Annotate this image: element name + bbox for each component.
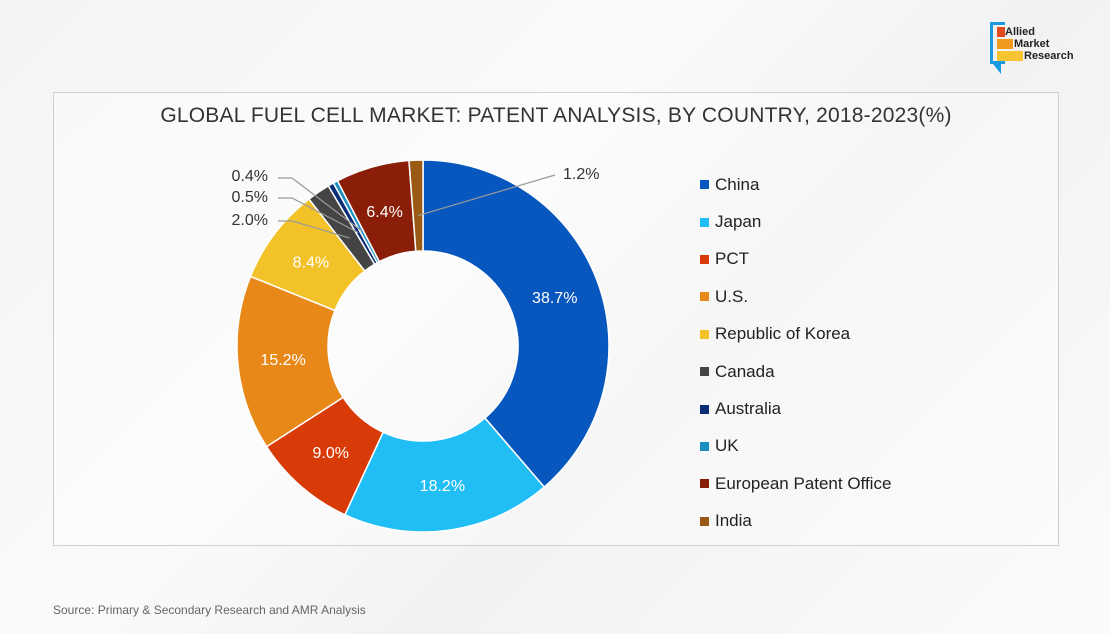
slice-india: [408, 159, 424, 253]
legend-swatch: [700, 404, 709, 414]
legend-label: Canada: [715, 361, 775, 381]
legend-swatch: [700, 292, 709, 302]
chart-legend: China Japan PCT U.S. Republic of Korea Canada…: [700, 166, 891, 540]
leader-line: [278, 197, 359, 234]
legend-item-pct: PCT: [700, 241, 891, 278]
logo-text-line-2: Market: [1014, 38, 1050, 50]
legend-swatch: [700, 516, 709, 526]
legend-item-india: India: [700, 503, 891, 540]
leader-line: [278, 177, 362, 232]
data-label: 38.7%: [532, 290, 577, 307]
legend-item-japan: Japan: [700, 203, 891, 240]
legend-swatch: [700, 441, 709, 451]
data-label: 0.5%: [232, 189, 268, 206]
slice-china: [422, 159, 610, 489]
logo-bar-yellow: [997, 51, 1023, 61]
legend-label: Japan: [715, 212, 762, 232]
legend-label: Australia: [715, 399, 782, 419]
leader-line: [417, 174, 556, 217]
logo-bar-orange: [997, 39, 1013, 49]
legend-swatch: [700, 329, 709, 339]
legend-swatch: [700, 367, 709, 377]
data-label: 18.2%: [420, 478, 465, 495]
legend-item-china: China: [700, 166, 891, 203]
legend-swatch: [700, 180, 709, 190]
legend-label: India: [715, 511, 752, 531]
chart-title: GLOBAL FUEL CELL MARKET: PATENT ANALYSIS…: [160, 104, 952, 127]
legend-item-u-s-: U.S.: [700, 278, 891, 315]
legend-item-republic-of-korea: Republic of Korea: [700, 316, 891, 353]
data-label: 15.2%: [260, 352, 305, 369]
data-label: 6.4%: [366, 204, 402, 221]
legend-label: European Patent Office: [715, 473, 892, 493]
data-label: 2.0%: [232, 212, 268, 229]
logo-speech-tail-icon: [993, 64, 1001, 74]
allied-market-research-logo: Allied Market Research: [990, 22, 1100, 77]
data-label: 1.2%: [563, 166, 599, 183]
legend-swatch: [700, 217, 709, 227]
legend-item-australia: Australia: [700, 390, 891, 427]
legend-swatch: [700, 254, 709, 264]
legend-item-canada: Canada: [700, 353, 891, 390]
legend-label: China: [715, 174, 760, 194]
legend-item-uk: UK: [700, 428, 891, 465]
legend-label: PCT: [715, 249, 749, 269]
legend-swatch: [700, 479, 709, 489]
legend-label: U.S.: [715, 286, 749, 306]
logo-text-line-1: Allied: [1005, 26, 1035, 38]
data-label: 8.4%: [293, 254, 329, 271]
slice-japan: [343, 416, 546, 533]
legend-item-european-patent-office: European Patent Office: [700, 465, 891, 502]
data-label: 9.0%: [313, 445, 349, 462]
logo-bar-red: [997, 27, 1005, 37]
legend-label: UK: [715, 436, 739, 456]
logo-text-line-3: Research: [1024, 50, 1074, 62]
source-note: Source: Primary & Secondary Research and…: [53, 603, 366, 617]
logo-frame-icon: [990, 22, 1005, 64]
leader-line: [278, 220, 350, 239]
data-label: 0.4%: [232, 168, 268, 185]
legend-label: Republic of Korea: [715, 324, 851, 344]
